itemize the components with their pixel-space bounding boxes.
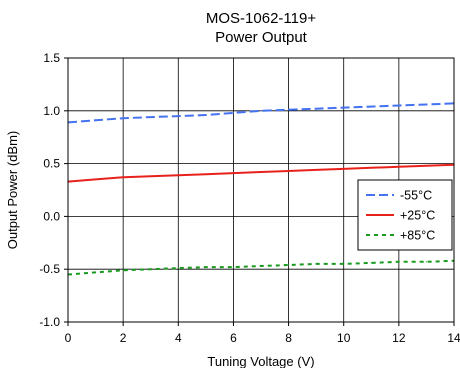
data-point	[177, 115, 179, 117]
data-point	[94, 271, 97, 273]
y-tick-label: 1.0	[43, 104, 60, 118]
tick-labels: 0 2 4 6 8 10 12 14 -1.0 -0.5 0.0 0.5 1.0 1.5	[39, 51, 460, 345]
data-point	[205, 114, 207, 116]
x-tick-label: 10	[337, 331, 351, 345]
data-point	[343, 168, 345, 170]
data-point	[94, 178, 97, 181]
data-point	[398, 104, 400, 107]
data-point	[150, 175, 152, 177]
data-point	[177, 267, 179, 269]
data-point	[425, 103, 428, 106]
y-tick-label: -1.0	[39, 315, 60, 329]
series-line-2	[67, 259, 455, 276]
chart-subtitle: Power Output	[215, 29, 308, 46]
data-point	[315, 108, 317, 110]
series-line-0	[67, 102, 455, 124]
x-tick-label: 8	[285, 331, 292, 345]
data-point	[370, 262, 372, 264]
data-point	[315, 169, 317, 171]
data-point	[150, 116, 152, 118]
data-point	[260, 110, 262, 112]
legend-label: -55°C	[400, 189, 432, 203]
legend-label: +85°C	[400, 229, 435, 243]
data-point	[232, 172, 235, 174]
chart-title: MOS-1062-119+	[206, 10, 316, 27]
x-tick-label: 2	[120, 331, 127, 345]
x-axis-label: Tuning Voltage (V)	[207, 354, 314, 368]
series-line-1	[67, 163, 455, 183]
y-tick-label: 0.5	[43, 157, 60, 171]
y-tick-label: 0.0	[43, 209, 60, 223]
data-point	[177, 174, 179, 176]
legend: -55°C +25°C +85°C	[357, 179, 453, 251]
data-point	[343, 107, 345, 109]
series-group	[67, 102, 455, 276]
data-point	[205, 266, 207, 268]
data-point	[315, 263, 317, 265]
data-point	[425, 261, 428, 263]
x-tick-label: 14	[447, 331, 460, 345]
legend-label: +25°C	[400, 209, 435, 223]
data-point	[232, 266, 235, 268]
plot-frame	[67, 57, 455, 323]
data-point	[425, 165, 428, 167]
data-point	[287, 264, 290, 266]
data-point	[260, 265, 262, 267]
data-point	[287, 109, 290, 111]
x-tick-label: 12	[392, 331, 406, 345]
x-tick-label: 0	[65, 331, 72, 345]
x-tick-label: 4	[175, 331, 182, 345]
y-tick-label: 1.5	[43, 51, 60, 65]
data-point	[287, 170, 290, 172]
y-tick-label: -0.5	[39, 262, 60, 276]
data-point	[398, 261, 400, 263]
x-tick-label: 6	[230, 331, 237, 345]
data-point	[150, 268, 152, 270]
data-point	[122, 269, 124, 271]
data-point	[398, 166, 400, 168]
data-point	[205, 173, 207, 175]
data-point	[232, 112, 235, 114]
data-point	[122, 176, 124, 178]
data-point	[94, 119, 97, 121]
data-point	[122, 117, 124, 119]
data-point	[343, 263, 345, 265]
y-axis-label: Output Power (dBm)	[5, 131, 20, 250]
data-point	[260, 171, 262, 173]
data-point	[370, 167, 372, 169]
data-point	[370, 105, 372, 108]
